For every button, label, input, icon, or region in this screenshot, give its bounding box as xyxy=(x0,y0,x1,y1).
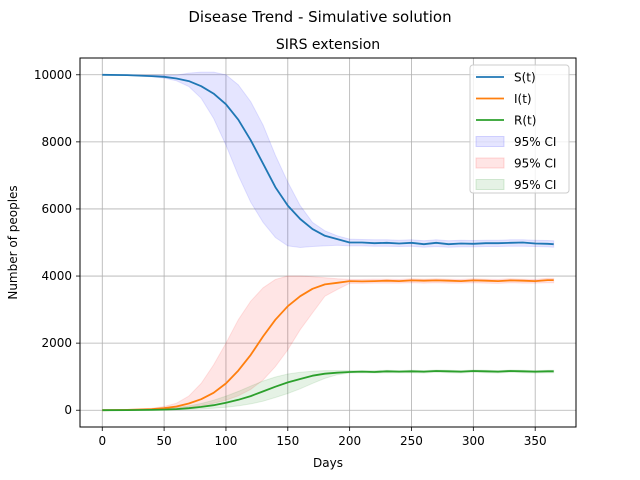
x-tick-label: 100 xyxy=(215,434,238,448)
y-tick-label: 4000 xyxy=(41,269,72,283)
legend-box xyxy=(469,64,570,194)
series-line-i xyxy=(102,279,554,412)
x-tick-label: 0 xyxy=(98,434,106,448)
y-tick-label: 6000 xyxy=(41,202,72,216)
series-lines xyxy=(102,73,554,412)
x-tick-label: 250 xyxy=(400,434,423,448)
plot-frame xyxy=(79,57,577,428)
x-tick-label: 50 xyxy=(156,434,171,448)
x-tick-label: 300 xyxy=(462,434,485,448)
y-tick-label: 10000 xyxy=(34,68,72,82)
legend-band-swatch xyxy=(475,157,505,169)
series-line-s xyxy=(102,73,554,246)
legend: S(t) I(t) R(t) 95% CI 95% CI 95% CI xyxy=(469,64,570,194)
legend-label: 95% CI xyxy=(514,157,556,171)
y-tick-label: 0 xyxy=(64,403,72,417)
x-axis-label: Days xyxy=(313,456,343,470)
ci-band-i xyxy=(101,275,555,411)
axis-ticks: 0 50 100 150 200 250 300 350 0 2000 4000 6000 8000 10… xyxy=(34,68,547,448)
legend-label: R(t) xyxy=(514,114,536,128)
legend-label: I(t) xyxy=(514,92,532,106)
legend-band-swatch xyxy=(475,179,505,190)
legend-label: 95% CI xyxy=(514,178,556,192)
x-tick-label: 200 xyxy=(338,434,361,448)
series-line-r xyxy=(102,370,554,412)
y-tick-label: 8000 xyxy=(41,135,72,149)
figure-suptitle: Disease Trend - Simulative solution xyxy=(188,8,451,26)
chart-title: SIRS extension xyxy=(276,37,380,53)
legend-band-swatch xyxy=(475,136,505,147)
y-axis-label: Number of peoples xyxy=(6,185,20,299)
legend-label: 95% CI xyxy=(514,135,556,149)
legend-label: S(t) xyxy=(514,71,536,85)
y-tick-label: 2000 xyxy=(41,336,72,350)
ci-band-r xyxy=(102,369,555,411)
x-tick-label: 150 xyxy=(276,434,299,448)
x-tick-label: 350 xyxy=(524,434,547,448)
